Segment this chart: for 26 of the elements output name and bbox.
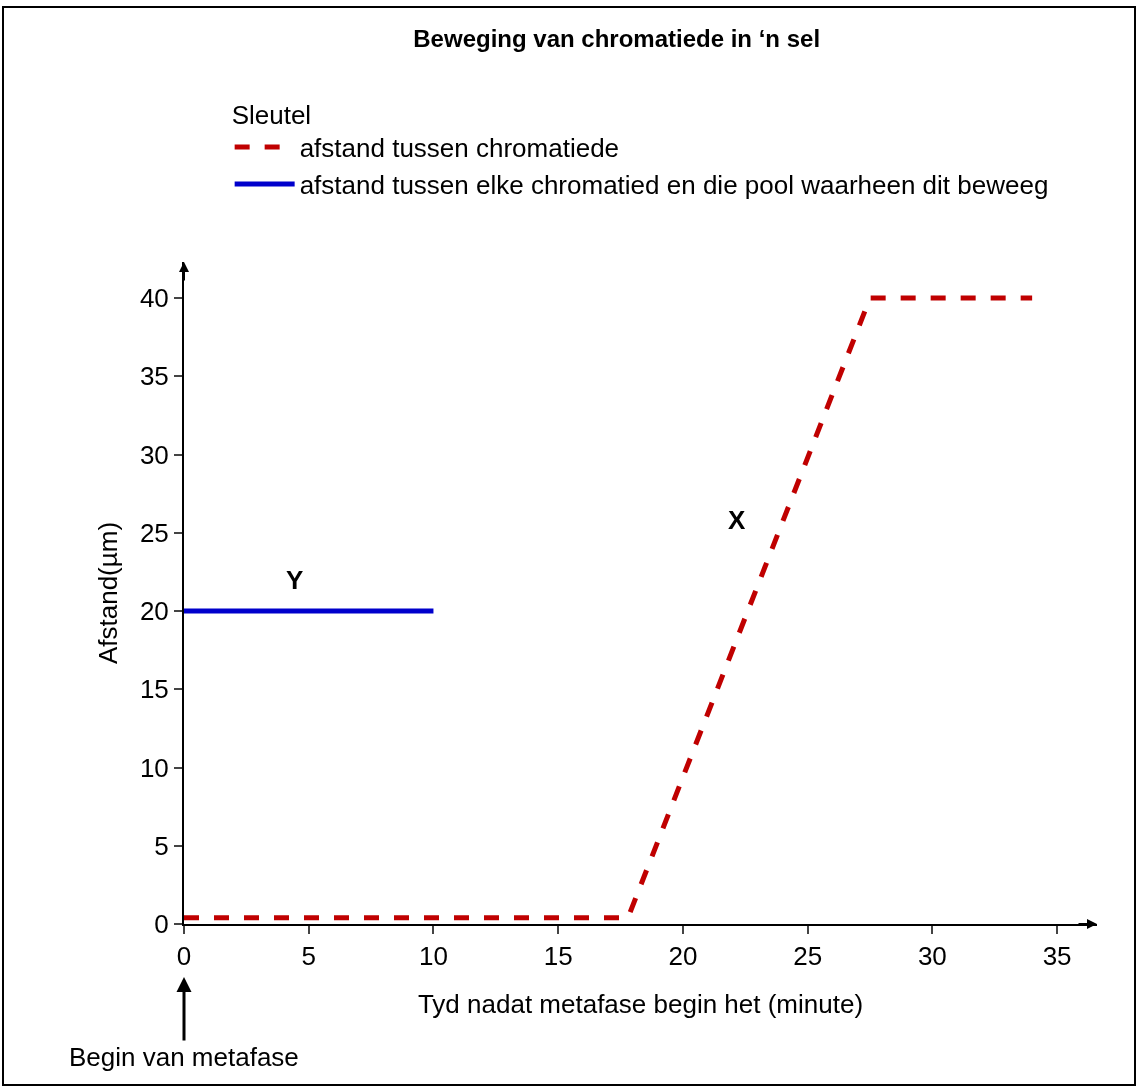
x-tick-label: 0 <box>176 941 192 972</box>
y-axis-title: Afstand(µm) <box>92 521 123 665</box>
y-tick-label: 15 <box>139 674 169 705</box>
text: Begin van metafase <box>69 1042 299 1072</box>
x-tick-label: 10 <box>418 941 448 972</box>
x-tick-label: 25 <box>793 941 823 972</box>
y-tick-label: 25 <box>139 517 169 548</box>
x-tick-label: 5 <box>301 941 316 972</box>
y-tick-label: 0 <box>154 909 169 940</box>
y-tick-label: 30 <box>139 439 169 470</box>
legend-title: Sleutel <box>231 99 312 130</box>
y-tick-label: 10 <box>139 752 169 783</box>
legend-label: afstand tussen elke chromatied en die pool waarheen dit beweeg <box>299 170 1049 201</box>
x-tick-label: 15 <box>543 941 573 972</box>
y-tick-label: 40 <box>139 283 169 314</box>
y-tick-label: 35 <box>139 361 169 392</box>
x-tick-label: 35 <box>1042 941 1072 972</box>
x-tick-label: 20 <box>668 941 698 972</box>
annotation: X <box>728 505 746 535</box>
y-tick-label: 5 <box>154 830 169 861</box>
legend-label: afstand tussen chromatiede <box>299 133 620 164</box>
x-tick-label: 30 <box>917 941 947 972</box>
x-axis-title: Tyd nadat metafase begin het (minute) <box>417 989 864 1020</box>
y-tick-label: 20 <box>139 596 169 627</box>
chart-title: Beweging van chromatiede in ‘n sel <box>413 24 821 52</box>
annotation: Y <box>286 565 304 595</box>
